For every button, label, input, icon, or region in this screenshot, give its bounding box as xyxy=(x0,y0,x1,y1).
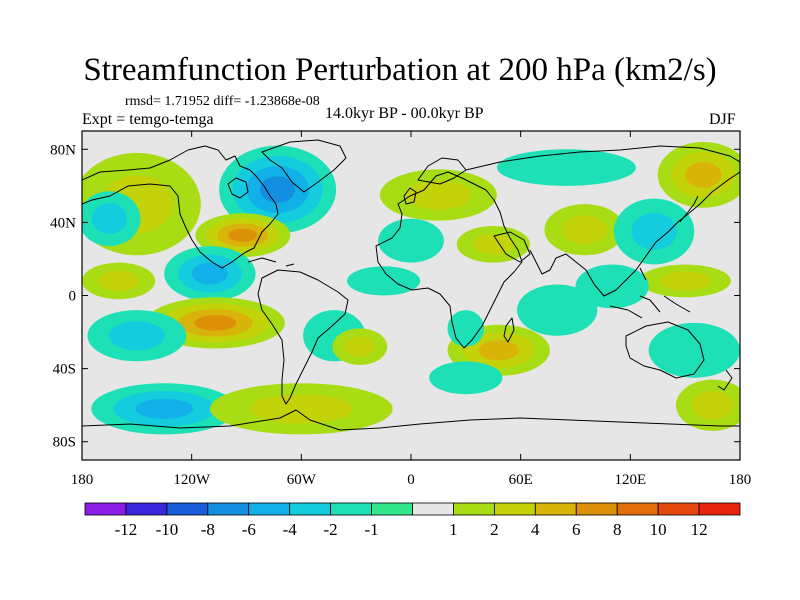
colorbar-box-10 xyxy=(493,502,536,516)
coast-greenland xyxy=(261,139,347,193)
colorbar-box-1 xyxy=(125,502,168,516)
coast-europe-africa xyxy=(375,171,523,349)
colorbar-label-11: 8 xyxy=(613,520,622,539)
coast-madagascar xyxy=(503,317,515,343)
anomaly-contour-23-band-2 xyxy=(478,340,519,361)
anomaly-contour-3-band-3 xyxy=(228,228,258,242)
coast-caribbean xyxy=(247,257,295,267)
coast-asia xyxy=(465,145,740,297)
coast-north-america xyxy=(82,145,279,269)
lon-tick-label-0: 180 xyxy=(71,472,94,488)
anomaly-contour-15-band-0 xyxy=(378,218,444,263)
anomaly-contour-5-band-1 xyxy=(97,270,140,292)
colorbar-box-8 xyxy=(412,502,454,516)
anomaly-contour-2-band-1 xyxy=(91,203,127,235)
coast-japan xyxy=(679,195,699,223)
colorbar-label-3: -6 xyxy=(242,520,256,539)
coast-south-america xyxy=(257,269,349,405)
anomaly-contour-0-band-3 xyxy=(259,176,296,203)
colorbar-label-6: -1 xyxy=(365,520,379,539)
lat-tick-label-2: 0 xyxy=(69,289,77,305)
lon-tick-label-6: 180 xyxy=(729,472,752,488)
coast-se-asia-islands xyxy=(609,267,691,319)
coast-hudson-bay xyxy=(227,177,249,199)
coast-new-zealand xyxy=(717,369,733,391)
colorbar-label-1: -10 xyxy=(156,520,179,539)
colorbar: -12 -10 -8 -6 -4 -2 -1 1 2 4 6 8 10 12 xyxy=(84,502,741,539)
coast-british-isles xyxy=(403,187,417,205)
colorbar-box-2 xyxy=(166,502,209,516)
lon-tick-label-1: 120W xyxy=(173,472,211,488)
anomaly-contour-4-band-2 xyxy=(191,262,228,285)
colorbar-box-11 xyxy=(534,502,577,516)
colorbar-box-7 xyxy=(371,502,413,516)
anomaly-contour-19-band-2 xyxy=(685,161,722,188)
colorbar-box-13 xyxy=(616,502,659,516)
lat-tick-label-0: 80N xyxy=(50,142,76,158)
anomaly-field xyxy=(82,142,740,435)
anomaly-contour-11-band-0 xyxy=(347,266,421,296)
anomaly-contour-27-band-0 xyxy=(447,310,485,347)
colorbar-box-14 xyxy=(657,502,700,516)
colorbar-label-13: 12 xyxy=(691,520,708,539)
plot-title: Streamfunction Perturbation at 200 hPa (… xyxy=(83,52,717,88)
coast-antarctica xyxy=(82,409,740,431)
lat-tick-label-1: 40N xyxy=(50,215,76,231)
anomaly-contour-9-band-2 xyxy=(135,398,194,419)
lon-tick-label-2: 60W xyxy=(287,472,317,488)
anomaly-contour-20-band-1 xyxy=(659,271,711,291)
colorbar-box-15 xyxy=(698,502,741,516)
anomaly-contour-6-band-3 xyxy=(194,315,237,331)
lon-tick-label-4: 60E xyxy=(509,472,533,488)
anomaly-contour-18-band-1 xyxy=(631,212,677,251)
colorbar-box-3 xyxy=(207,502,250,516)
coastlines xyxy=(82,139,740,431)
anomaly-contour-26-band-1 xyxy=(691,390,734,420)
lat-tick-label-4: 80S xyxy=(53,435,76,451)
anomaly-contour-12-band-1 xyxy=(344,336,376,358)
colorbar-box-5 xyxy=(289,502,332,516)
stats-text: rmsd= 1.71952 diff= -1.23868e-08 xyxy=(125,94,320,109)
coast-scandinavia xyxy=(417,157,467,185)
anomaly-contour-13-band-1 xyxy=(405,180,472,210)
colorbar-box-4 xyxy=(248,502,291,516)
anomaly-contour-24-band-0 xyxy=(429,361,503,395)
anomaly-contour-14-band-0 xyxy=(496,149,636,186)
colorbar-box-0 xyxy=(84,502,127,516)
anomaly-contour-10-band-1 xyxy=(249,394,353,424)
colorbar-label-5: -2 xyxy=(324,520,338,539)
lon-tick-label-3: 0 xyxy=(407,472,415,488)
colorbar-label-8: 2 xyxy=(490,520,499,539)
coast-australia xyxy=(625,321,705,379)
colorbar-box-12 xyxy=(575,502,618,516)
colorbar-box-6 xyxy=(330,502,372,516)
coast-arabia xyxy=(493,231,531,263)
anomaly-contour-22-band-0 xyxy=(517,284,598,336)
lat-tick-label-3: 40S xyxy=(53,362,76,378)
season-label: DJF xyxy=(709,111,736,128)
colorbar-label-0: -12 xyxy=(115,520,138,539)
experiment-label: Expt = temgo-temga xyxy=(82,111,214,128)
colorbar-label-4: -4 xyxy=(283,520,298,539)
anomaly-contour-17-band-1 xyxy=(561,215,608,245)
colorbar-label-9: 4 xyxy=(531,520,540,539)
anomaly-contour-16-band-1 xyxy=(472,234,514,255)
colorbar-label-7: 1 xyxy=(449,520,458,539)
anomaly-contour-25-band-0 xyxy=(648,322,740,378)
colorbar-label-12: 10 xyxy=(650,520,667,539)
anomaly-contour-7-band-1 xyxy=(108,321,165,351)
colorbar-label-2: -8 xyxy=(201,520,215,539)
colorbar-label-10: 6 xyxy=(572,520,581,539)
period-label: 14.0kyr BP - 00.0kyr BP xyxy=(325,105,484,122)
lon-tick-label-5: 120E xyxy=(614,472,646,488)
colorbar-box-9 xyxy=(453,502,495,516)
axis-ticks: 80N 40N 0 40S 80S 180 120W 60W 0 60E 120E 180 xyxy=(50,131,751,488)
